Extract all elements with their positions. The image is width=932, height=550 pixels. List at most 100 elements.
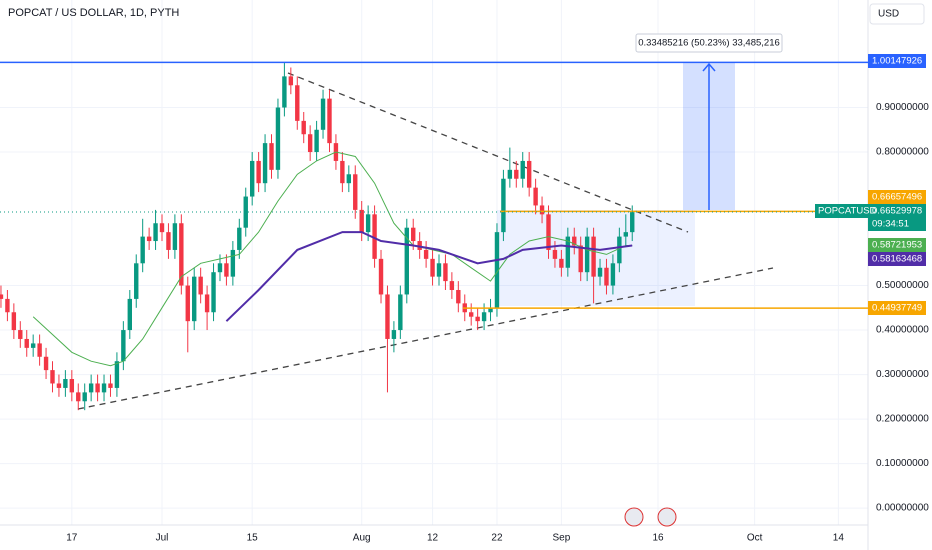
candle-body bbox=[262, 143, 268, 184]
candle-body bbox=[166, 232, 171, 250]
candle-body bbox=[449, 281, 455, 291]
measure-label-box bbox=[635, 33, 783, 53]
candle-body bbox=[211, 272, 216, 313]
candle-body bbox=[11, 312, 17, 331]
candle-body bbox=[378, 258, 384, 295]
y-tick-label: 0.00000000 bbox=[876, 503, 929, 514]
candle-body bbox=[114, 361, 120, 388]
candle-body bbox=[24, 338, 29, 348]
candle-body bbox=[610, 263, 616, 286]
candle-body bbox=[533, 187, 538, 206]
candle-body bbox=[295, 85, 300, 121]
candle-body bbox=[217, 263, 223, 273]
candle-body bbox=[69, 379, 75, 393]
last-price-label: 0.66529978 bbox=[872, 206, 922, 217]
ma-label-bg bbox=[868, 252, 926, 266]
ma-label: 0.58163468 bbox=[872, 254, 922, 265]
candle-body bbox=[565, 236, 571, 268]
candle-body bbox=[134, 263, 139, 299]
x-tick-label: Jul bbox=[156, 533, 169, 544]
candle-body bbox=[353, 174, 358, 210]
candle-body bbox=[488, 307, 493, 313]
candle-body bbox=[179, 223, 184, 286]
y-tick-label: 0.30000000 bbox=[876, 369, 929, 380]
candle-body bbox=[140, 236, 145, 264]
candle-body bbox=[230, 249, 236, 277]
price-line-label-bg bbox=[868, 54, 926, 68]
candle-body bbox=[243, 196, 248, 228]
candle-body bbox=[121, 330, 126, 362]
x-tick-label: Sep bbox=[552, 533, 570, 544]
candle-body bbox=[101, 383, 107, 393]
candle-body bbox=[63, 379, 68, 388]
y-tick-label: 0.40000000 bbox=[876, 325, 929, 336]
symbol-bg bbox=[815, 204, 868, 218]
candle-body bbox=[546, 214, 551, 250]
candle-body bbox=[237, 227, 242, 250]
candle-body bbox=[584, 236, 590, 273]
currency-button[interactable] bbox=[869, 3, 925, 25]
currency-label[interactable]: USD bbox=[878, 9, 899, 20]
x-tick-label: 14 bbox=[833, 533, 845, 544]
range-box bbox=[497, 210, 695, 306]
candle-body bbox=[430, 258, 435, 277]
candle-body bbox=[411, 227, 416, 242]
y-tick-label: 0.20000000 bbox=[876, 414, 929, 425]
price-line-label: 0.66657496 bbox=[872, 192, 922, 203]
x-tick-label: 15 bbox=[247, 533, 259, 544]
candle-body bbox=[604, 267, 609, 286]
candle-body bbox=[204, 294, 210, 313]
candle-body bbox=[475, 316, 480, 322]
candle-body bbox=[56, 383, 62, 388]
x-tick-label: Oct bbox=[747, 533, 763, 544]
x-tick-label: 22 bbox=[491, 533, 503, 544]
candle-body bbox=[340, 160, 345, 184]
candle-body bbox=[108, 383, 113, 388]
candle-body bbox=[88, 383, 94, 393]
candle-body bbox=[346, 174, 352, 184]
countdown-label: 09:34:51 bbox=[872, 219, 909, 230]
candle-body bbox=[282, 76, 287, 108]
candle-body bbox=[494, 232, 500, 308]
candle-body bbox=[249, 160, 255, 197]
candle-body bbox=[76, 392, 81, 402]
candle-body bbox=[275, 107, 281, 170]
candle-body bbox=[365, 214, 371, 233]
candle-body bbox=[436, 263, 442, 277]
candle-body bbox=[159, 223, 165, 233]
ma-label: 0.58721953 bbox=[872, 240, 922, 251]
candle-body bbox=[443, 263, 448, 282]
candle-body bbox=[359, 209, 364, 233]
y-tick-label: 0.90000000 bbox=[876, 102, 929, 113]
trendline bbox=[77, 267, 774, 410]
candle-body bbox=[526, 160, 532, 188]
trendline bbox=[287, 72, 689, 233]
candle-body bbox=[572, 236, 577, 246]
candle-body bbox=[146, 236, 152, 242]
ma-label-bg bbox=[868, 238, 926, 252]
candle-body bbox=[224, 263, 229, 277]
candle-body bbox=[469, 312, 474, 317]
candle-body bbox=[127, 298, 132, 331]
candle-body bbox=[82, 392, 87, 402]
candle-body bbox=[185, 285, 190, 322]
x-tick-label: 17 bbox=[66, 533, 78, 544]
candle-body bbox=[288, 76, 294, 86]
candle-body bbox=[50, 370, 55, 384]
candle-body bbox=[578, 245, 583, 273]
price-line-label: 1.00147926 bbox=[872, 56, 922, 67]
event-icon[interactable] bbox=[657, 507, 677, 527]
event-icon[interactable] bbox=[624, 507, 644, 527]
candle-body bbox=[18, 330, 23, 339]
candle-body bbox=[501, 178, 506, 233]
x-tick-label: 12 bbox=[427, 533, 439, 544]
candle-body bbox=[172, 223, 178, 250]
candle-body bbox=[398, 294, 403, 331]
candle-body bbox=[539, 205, 545, 215]
y-tick-label: 0.50000000 bbox=[876, 280, 929, 291]
candle-body bbox=[5, 298, 10, 313]
measure-arrowhead bbox=[702, 62, 716, 72]
last-price-bg bbox=[868, 204, 926, 231]
candle-body bbox=[623, 232, 628, 237]
